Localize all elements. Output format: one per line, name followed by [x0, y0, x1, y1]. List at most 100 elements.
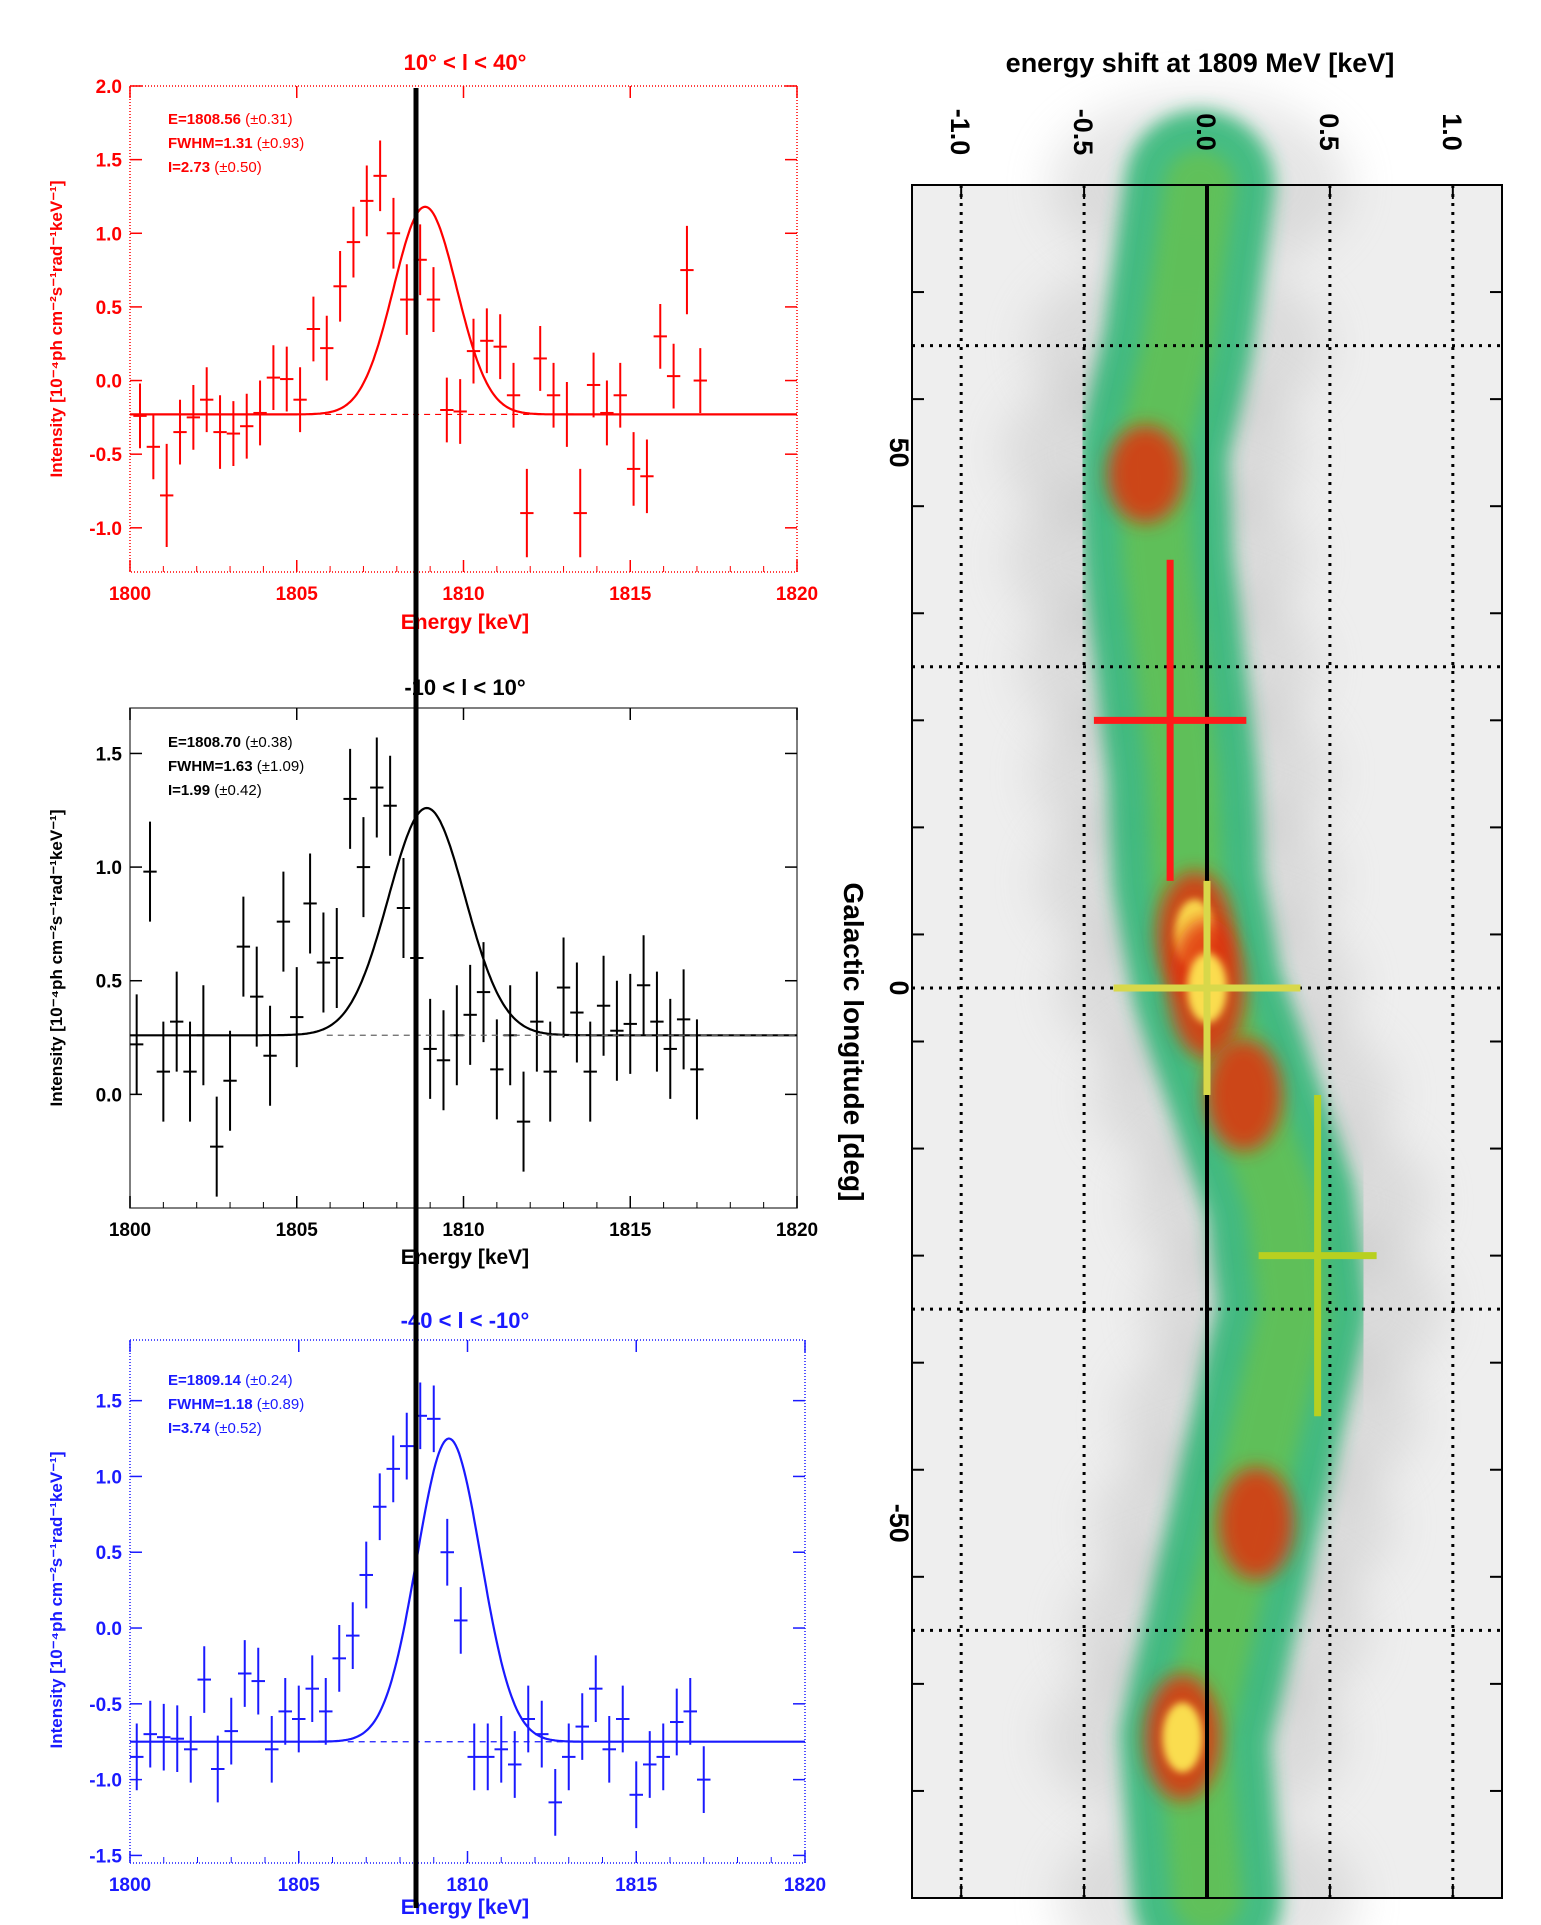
spectrum-panel-middle: -10 < l < 10° 1800 1805 1810 1815 1820 0.0 0.5…	[47, 675, 818, 1269]
x-tick-label: 1815	[609, 584, 652, 605]
svg-text:FWHM=1.18 (±0.89): FWHM=1.18 (±0.89)	[168, 1396, 304, 1413]
panel-bottom-ticks: 1800 1805 1810 1815 1820 -1.5 -1.0 -0.5 0.0 0.5 1.…	[89, 1340, 826, 1896]
x-tick-label: 1810	[442, 584, 484, 605]
data-point	[400, 264, 414, 335]
data-point	[676, 969, 691, 1070]
data-point	[543, 1021, 557, 1122]
y-tick-label: 0.0	[96, 1085, 122, 1106]
x-tick-label: 1800	[109, 1220, 151, 1241]
data-point	[613, 362, 627, 428]
svg-text:FWHM=1.31 (±0.93): FWHM=1.31 (±0.93)	[168, 135, 304, 152]
data-point	[200, 367, 214, 433]
data-point	[530, 971, 544, 1072]
data-point	[186, 384, 201, 450]
svg-text:FWHM=1.63 (±1.09): FWHM=1.63 (±1.09)	[168, 758, 304, 775]
data-point	[506, 362, 521, 428]
annot-energy: E=1809.14	[168, 1372, 242, 1389]
data-point	[629, 1761, 643, 1829]
data-point	[467, 1723, 481, 1791]
panel-bottom-ylabel: Intensity [10⁻⁴ph cm⁻²s⁻¹rad⁻¹keV⁻¹]	[47, 1452, 66, 1749]
data-point	[197, 1646, 211, 1713]
data-point	[426, 267, 441, 332]
data-point	[583, 1021, 597, 1122]
data-point	[600, 380, 614, 446]
panel-middle-xlabel: Energy [keV]	[401, 1246, 529, 1269]
y-tick-label: 2.0	[96, 77, 122, 98]
data-point	[333, 250, 347, 322]
data-point	[586, 352, 601, 418]
x-tick-label: 1815	[609, 1220, 652, 1241]
data-point	[623, 973, 637, 1074]
y-tick-label: -0.5	[89, 445, 122, 466]
data-point	[575, 1693, 589, 1760]
data-point	[293, 367, 307, 433]
data-point	[320, 315, 334, 381]
data-point	[596, 955, 611, 1056]
data-point	[143, 1700, 157, 1768]
annot-fwhm-err: (±0.93)	[257, 135, 304, 152]
measurement-cross	[1093, 559, 1247, 881]
data-point	[480, 308, 494, 374]
data-point	[253, 380, 267, 446]
data-point	[427, 1385, 441, 1453]
x-tick-label: 1810	[446, 1875, 488, 1896]
data-point	[663, 998, 677, 1099]
data-point	[589, 1655, 603, 1723]
data-point	[653, 303, 667, 369]
data-point	[346, 206, 361, 278]
annot-intensity-err: (±0.50)	[214, 159, 261, 176]
data-point	[423, 998, 437, 1099]
panel-middle-title: -10 < l < 10°	[404, 675, 525, 700]
panel-bottom-points	[130, 1382, 711, 1836]
annot-fwhm: FWHM=1.31	[168, 135, 253, 152]
data-point	[680, 225, 694, 315]
data-point	[170, 971, 184, 1072]
data-point	[453, 379, 467, 444]
data-point	[223, 1030, 237, 1131]
data-point	[546, 362, 561, 428]
data-point	[520, 468, 534, 558]
data-point	[697, 1746, 711, 1813]
data-point	[211, 1735, 225, 1803]
data-point	[693, 348, 707, 413]
data-point	[280, 346, 294, 412]
y-tick-label: 0.5	[96, 298, 123, 319]
data-point	[386, 197, 401, 269]
map-ticks: -1.0 -0.5 0.0 0.5 1.0 50 0 -50	[884, 109, 1502, 1899]
annot-intensity: I=1.99	[168, 782, 210, 799]
x-tick-label: 1820	[776, 584, 818, 605]
data-point	[640, 439, 654, 514]
data-point	[332, 1624, 346, 1692]
panel-middle-fit-curve	[130, 806, 797, 1037]
data-point	[556, 937, 571, 1038]
annot-energy-err: (±0.38)	[245, 734, 292, 751]
data-point	[184, 1715, 198, 1783]
data-point	[360, 165, 374, 237]
data-point	[224, 1697, 238, 1765]
x-tick-label: 1820	[776, 1220, 818, 1241]
data-point	[602, 1715, 616, 1783]
x-tick-label: 1810	[442, 1220, 484, 1241]
spectrum-panel-top: 10° < l < 40° 1800 1805 1810 1815 1820 -1.0 -0…	[47, 50, 818, 634]
data-point	[130, 1723, 144, 1791]
y-tick-label: 1.0	[96, 858, 122, 879]
data-point	[278, 1678, 292, 1745]
svg-text:I=2.73 (±0.50): I=2.73 (±0.50)	[168, 159, 262, 176]
svg-text:E=1809.14 (±0.24): E=1809.14 (±0.24)	[168, 1372, 293, 1389]
data-point	[666, 343, 681, 409]
data-point	[383, 755, 397, 856]
data-point	[213, 395, 227, 469]
data-point	[493, 314, 507, 380]
shift-tick-label: -1.0	[945, 109, 975, 156]
data-point	[173, 399, 187, 465]
data-point	[346, 1602, 360, 1669]
map-measurement-crosses	[1093, 559, 1377, 1417]
spectrum-panel-bottom: -40 < l < -10° 1800 1805 1810 1815 1820 -1.5 -…	[47, 1308, 826, 1919]
data-point	[610, 980, 624, 1081]
y-tick-label: 1.5	[96, 151, 123, 172]
data-point	[656, 1723, 670, 1791]
data-point	[170, 1705, 184, 1773]
data-point	[236, 896, 251, 997]
panel-bottom-xlabel: Energy [keV]	[401, 1896, 529, 1919]
data-point	[440, 1518, 454, 1586]
